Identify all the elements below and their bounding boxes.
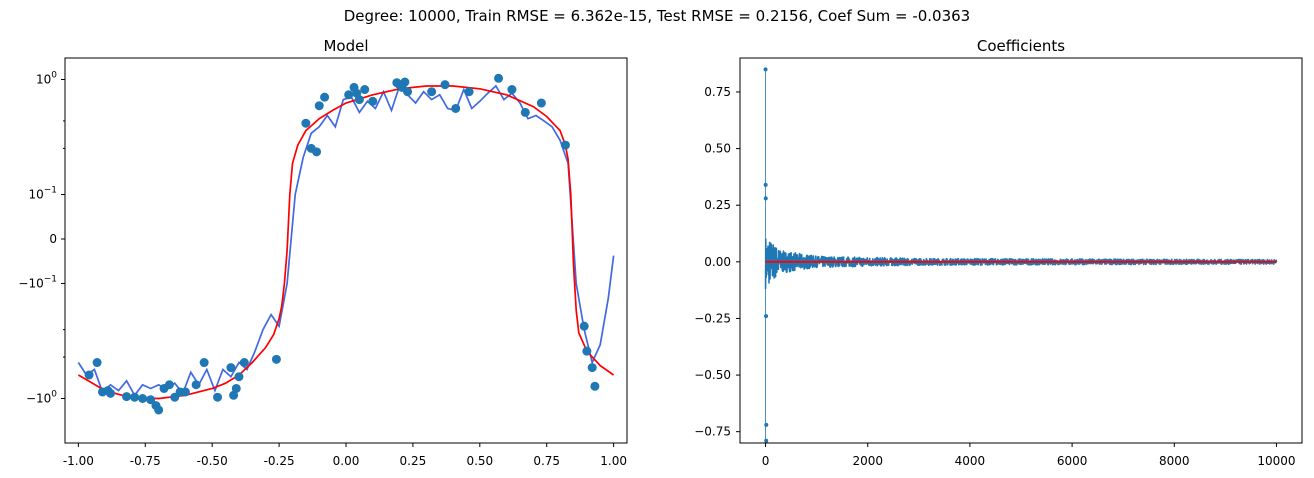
model-data-point [520,107,530,117]
model-data-point [84,370,94,380]
model-x-tick-label: -0.75 [130,454,161,468]
model-data-point [494,73,504,83]
model-x-tick-label: -1.00 [63,454,94,468]
model-data-point [400,77,410,87]
model-data-point [344,90,354,100]
coefficients-ticks: 0 2000 4000 6000 8000 10000 0.75 0.50 0.25 0.00 −0… [694,85,1295,468]
model-data-point [226,363,236,373]
model-x-tick-label: 0.25 [400,454,427,468]
model-data-point [234,372,244,382]
model-y-tick-label: 100 [36,71,57,87]
model-data-point [199,358,209,368]
coefficients-x-tick-label: 4000 [955,454,986,468]
model-data-point [180,387,190,397]
model-data-point [314,101,324,111]
coefficients-x-tick-label: 6000 [1057,454,1088,468]
model-axes-frame [64,57,628,444]
coefficients-axes-frame [739,57,1303,444]
model-ticks: -1.00 -0.75 -0.50 -0.25 0.00 0.25 0.50 0.75 1.00… [18,71,627,469]
model-y-tick-label: −100 [26,390,57,406]
model-data-point [92,358,102,368]
model-data-point [427,87,437,97]
model-fit-line [77,84,615,397]
model-y-tick-label: −10−1 [18,274,57,290]
coefficients-x-tick-label: 10000 [1257,454,1295,468]
coefficients-axes-title: Coefficients [977,37,1065,55]
model-data-point [360,85,370,95]
model-data-point [138,394,148,403]
coefficient-point [763,182,768,187]
model-data-point [231,383,241,393]
coefficients-y-tick-label: 0.75 [704,85,731,99]
model-data-point [122,392,132,402]
model-data-point [105,388,115,398]
coefficient-point [763,67,768,72]
model-data-point [440,80,450,90]
model-data-point [354,95,364,105]
model-data-point [154,405,164,415]
figure-title: Degree: 10000, Train RMSE = 6.362e-15, T… [343,7,971,25]
coefficients-x-tick-label: 8000 [1159,454,1190,468]
coefficients-axes: Coefficients 0 2000 4000 6000 8000 100000.750… [694,37,1303,468]
model-data-point [239,358,249,368]
model-data-point [320,92,330,102]
model-x-tick-label: 1.00 [600,454,627,468]
model-data-point [451,103,461,113]
model-x-tick-label: -0.50 [197,454,228,468]
coefficient-point [763,196,768,201]
true-function-line [77,85,615,400]
model-x-tick-label: -0.25 [264,454,295,468]
model-data-point [536,98,546,108]
model-data-point [582,346,592,356]
model-data-point [213,392,223,402]
model-data-point [560,140,570,150]
coefficients-y-tick-label: 0.50 [704,142,731,156]
coefficient-point [764,314,769,319]
coefficient-point [764,422,769,427]
model-data-point [146,395,156,405]
coefficients-x-tick-label: 0 [762,454,770,468]
coefficients-y-tick-label: 0.00 [704,255,731,269]
coefficients-y-tick-label: −0.50 [694,368,731,382]
coefficients-y-tick-label: −0.75 [694,425,731,439]
model-x-tick-label: 0.50 [466,454,493,468]
model-data-point [403,87,413,97]
model-y-tick-label: 0 [49,232,57,246]
model-axes: Model -1.00 -0.75 -0.50 -0.25 0.00 0.25 0.50 0.… [18,37,628,469]
model-y-tick-label: 10−1 [28,186,57,202]
coefficients-y-tick-label: −0.25 [694,311,731,325]
model-data-point [301,118,311,128]
coefficients-series [764,238,1278,290]
model-data-point [229,390,239,400]
model-x-tick-label: 0.75 [533,454,560,468]
model-data-point [130,392,140,402]
model-data-point [191,380,201,390]
model-data-point [590,381,600,391]
model-data-point [164,380,174,390]
model-data-point [507,85,517,95]
model-data-point [587,363,597,373]
model-data-point [579,321,589,331]
coefficients-y-tick-label: 0.25 [704,198,731,212]
coefficient-point [764,438,769,443]
model-data-point [464,87,474,97]
model-x-tick-label: 0.00 [333,454,360,468]
model-data-point [312,147,322,157]
coefficients-x-tick-label: 2000 [852,454,883,468]
model-data-point [368,96,378,106]
model-axes-title: Model [323,37,368,55]
model-data-point [271,354,281,364]
